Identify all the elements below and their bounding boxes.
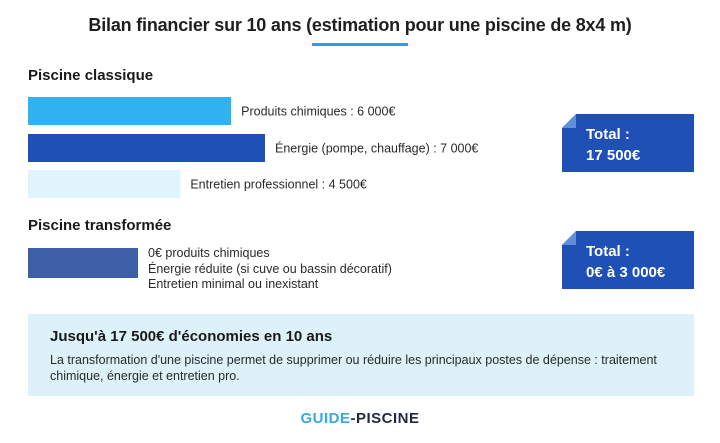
classic-bar-label-0: Produits chimiques : 6 000€ [241, 105, 395, 119]
classic-bar-0 [28, 97, 232, 125]
brand-part-1: GUIDE [300, 410, 351, 427]
transformed-total-label: Total : [586, 243, 630, 260]
classic-heading: Piscine classique [28, 67, 154, 84]
summary-box: Jusqu'à 17 500€ d'économies en 10 ans La… [28, 314, 694, 396]
chart-title: Bilan financier sur 10 ans (estimation p… [88, 15, 632, 35]
transformed-line-maintenance: Entretien minimal ou inexistant [148, 277, 319, 291]
transformed-lines: 0€ produits chimiques Énergie réduite (s… [148, 246, 392, 293]
classic-total-label: Total : [586, 126, 630, 143]
title-underline [312, 43, 408, 46]
transformed-total-box: Total : 0€ à 3 000€ [562, 231, 694, 289]
summary-text: La transformation d'une piscine permet d… [50, 353, 657, 383]
brand-part-2: -PISCINE [350, 410, 420, 427]
classic-bar-label-1: Énergie (pompe, chauffage) : 7 000€ [275, 141, 478, 156]
classic-bar-1 [28, 134, 265, 162]
transformed-heading: Piscine transformée [28, 217, 172, 234]
transformed-line-energy: Énergie réduite (si cuve ou bassin décor… [148, 261, 392, 276]
transformed-bar [28, 248, 138, 278]
classic-total-value: 17 500€ [586, 147, 641, 164]
brand-logo: GUIDE-PISCINE [0, 410, 720, 427]
summary-title: Jusqu'à 17 500€ d'économies en 10 ans [50, 328, 333, 345]
fold-corner-shade [562, 114, 576, 128]
classic-total-box: Total : 17 500€ [562, 114, 694, 172]
fold-corner-shade [562, 231, 576, 245]
transformed-line-chemicals: 0€ produits chimiques [148, 246, 270, 260]
classic-bar-label-2: Entretien professionnel : 4 500€ [190, 178, 367, 192]
transformed-total-value: 0€ à 3 000€ [586, 264, 666, 281]
classic-bar-2 [28, 170, 181, 198]
